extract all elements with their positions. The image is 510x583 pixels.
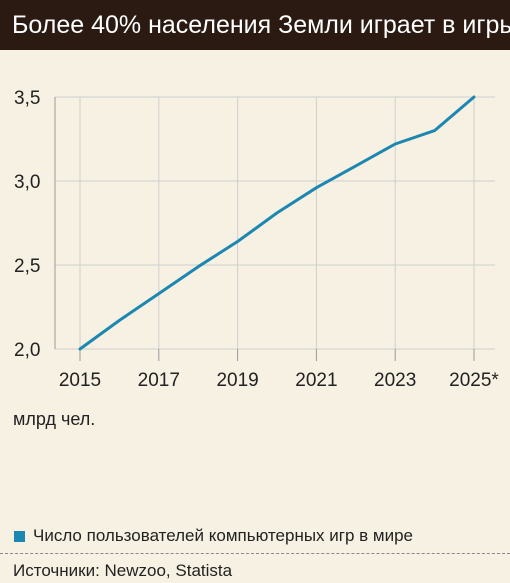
y-tick-label: 3,0 xyxy=(14,172,40,193)
legend: Число пользователей компьютерных игр в м… xyxy=(14,526,413,546)
y-tick-label: 2,0 xyxy=(14,340,40,361)
x-tick-label: 2023 xyxy=(374,370,416,391)
divider xyxy=(0,553,510,554)
x-tick-label: 2019 xyxy=(216,370,258,391)
y-tick-label: 2,5 xyxy=(14,256,40,277)
chart-area: 2,0 2,5 3,0 3,5 2015 2017 2019 2021 2023 2025* xyxy=(0,50,510,520)
legend-label: Число пользователей компьютерных игр в м… xyxy=(33,526,414,545)
y-tick-label: 3,5 xyxy=(14,88,40,109)
y-axis-unit-label: млрд чел. xyxy=(13,409,96,429)
x-tick-label: 2015 xyxy=(59,370,101,391)
line-chart: 2,0 2,5 3,0 3,5 2015 2017 2019 2021 2023 2025* xyxy=(14,88,499,391)
x-tick-label: 2025* xyxy=(449,370,499,391)
x-tick-label: 2017 xyxy=(138,370,180,391)
legend-swatch xyxy=(14,530,25,542)
sources-note: Источники: Newzoo, Statista xyxy=(13,561,233,580)
chart-title: Более 40% населения Земли играет в игры xyxy=(0,0,510,50)
x-tick-label: 2021 xyxy=(295,370,337,391)
series-line xyxy=(78,95,476,351)
